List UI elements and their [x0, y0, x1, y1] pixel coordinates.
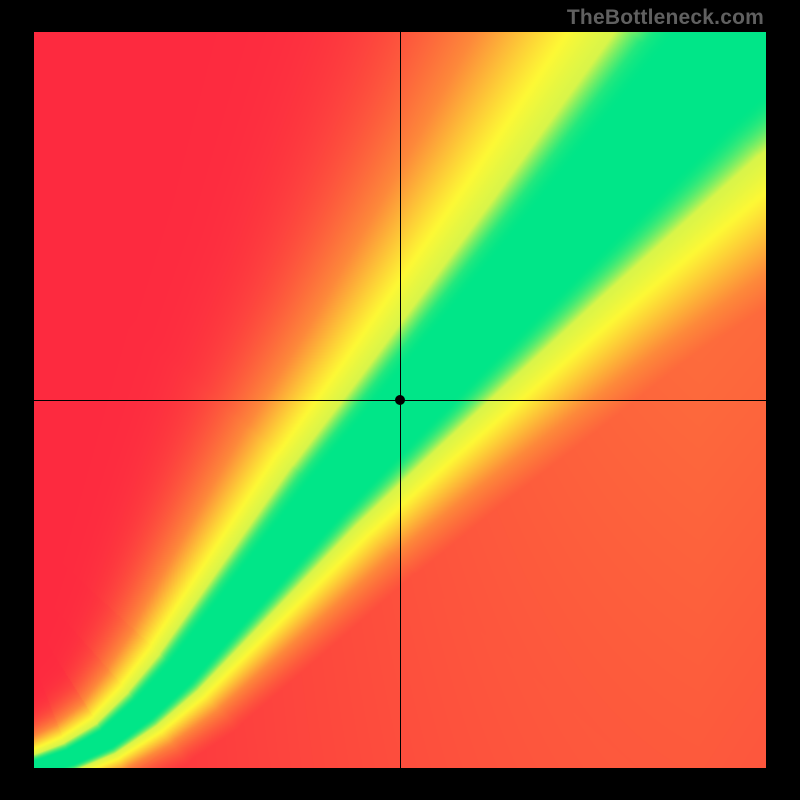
watermark-text: TheBottleneck.com [567, 6, 764, 30]
chart-container: TheBottleneck.com [0, 0, 800, 800]
marker-dot [395, 395, 405, 405]
heatmap-plot [34, 32, 766, 768]
